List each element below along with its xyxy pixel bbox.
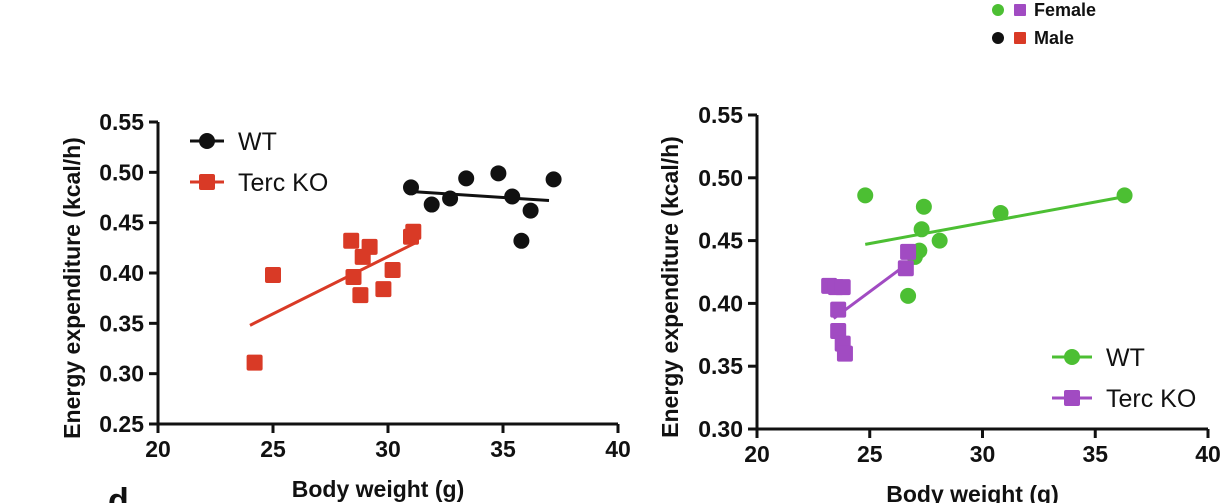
y-tick-label: 0.40 (99, 260, 144, 286)
legend-label: Terc KO (238, 169, 328, 197)
data-point (915, 198, 932, 215)
y-tick-label: 0.45 (698, 228, 743, 254)
legend-marker (199, 133, 215, 149)
y-tick-label: 0.55 (99, 109, 144, 135)
data-point (1116, 187, 1133, 204)
top-legend-label: Male (1034, 28, 1074, 48)
data-point (490, 165, 507, 182)
top-legend-circle (992, 32, 1004, 44)
fit-line (249, 241, 417, 327)
data-point (384, 261, 401, 278)
y-tick-label: 0.55 (698, 102, 743, 128)
x-tick-label: 40 (605, 436, 631, 462)
series-terc-ko (246, 223, 422, 371)
x-tick-label: 30 (375, 436, 401, 462)
y-tick-label: 0.50 (698, 165, 743, 191)
data-point (834, 279, 851, 296)
y-tick-label: 0.45 (99, 210, 144, 236)
top-legend: Female Male (992, 0, 1096, 48)
top-legend-circle (992, 4, 1004, 16)
x-tick-label: 20 (145, 436, 171, 462)
series-wt (403, 165, 562, 249)
data-point (246, 354, 263, 371)
data-point (345, 269, 362, 286)
fit-line (410, 189, 550, 203)
y-tick-label: 0.35 (99, 310, 144, 336)
x-axis-title: Body weight (g) (886, 481, 1058, 503)
top-legend-male: Male (992, 28, 1074, 48)
fit-line (864, 195, 1125, 246)
x-tick-label: 35 (1082, 441, 1108, 467)
x-axis-title: Body weight (g) (292, 476, 464, 502)
legend-marker (1064, 349, 1080, 365)
x-tick-label: 20 (744, 441, 770, 467)
data-point (900, 287, 917, 304)
data-point (931, 232, 948, 249)
legend-entry: WT (1052, 344, 1145, 372)
data-point (403, 179, 419, 196)
data-point (343, 232, 360, 249)
data-point (836, 345, 853, 362)
series-terc-ko (821, 243, 917, 362)
data-point (442, 190, 459, 207)
female-panel: 0.30 0.35 0.40 0.45 0.50 0.55 20 25 30 35 40 Body w… (657, 102, 1221, 503)
legend-entry: Terc KO (1052, 385, 1196, 413)
series-wt (857, 187, 1133, 304)
data-point (545, 171, 562, 188)
data-point (265, 267, 281, 284)
y-axis-title: Energy expenditure (kcal/h) (657, 136, 683, 438)
y-tick-label: 0.30 (99, 361, 144, 387)
y-tick-label: 0.25 (99, 411, 144, 437)
legend-entry: Terc KO (190, 169, 328, 197)
x-tick-label: 25 (857, 441, 883, 467)
y-tick-label: 0.40 (698, 290, 743, 316)
data-point (352, 287, 369, 304)
data-point (992, 204, 1009, 221)
top-legend-label: Female (1034, 0, 1096, 20)
legend-label: WT (238, 128, 277, 156)
top-legend-square (1014, 4, 1026, 16)
legend-label: WT (1106, 344, 1145, 372)
data-point (458, 170, 475, 187)
data-point (513, 232, 530, 249)
y-tick-label: 0.35 (698, 353, 743, 379)
y-tick-label: 0.30 (698, 416, 743, 442)
y-tick-label: 0.50 (99, 159, 144, 185)
panel-letter: d (108, 482, 129, 503)
y-axis-title: Energy expenditure (kcal/h) (59, 137, 85, 439)
legend-entry: WT (190, 128, 277, 156)
data-point (423, 196, 440, 213)
data-point (830, 301, 847, 318)
legend-label: Terc KO (1106, 385, 1196, 413)
data-point (830, 323, 847, 340)
data-point (522, 202, 539, 219)
data-point (897, 260, 914, 277)
x-tick-label: 25 (260, 436, 286, 462)
male-panel: 0.25 0.30 0.35 0.40 0.45 0.50 0.55 20 25 30 35 40 Bo… (59, 109, 631, 502)
data-point (361, 238, 378, 255)
x-tick-label: 40 (1195, 441, 1221, 467)
data-point (913, 221, 930, 238)
top-legend-female: Female (992, 0, 1096, 20)
data-point (375, 281, 392, 298)
x-tick-label: 35 (490, 436, 516, 462)
data-point (405, 223, 422, 240)
data-point (504, 188, 521, 205)
legend-marker (199, 174, 215, 190)
x-tick-label: 30 (970, 441, 996, 467)
data-point (857, 187, 874, 204)
top-legend-square (1014, 32, 1026, 44)
data-point (900, 243, 917, 260)
legend-marker (1064, 390, 1080, 406)
